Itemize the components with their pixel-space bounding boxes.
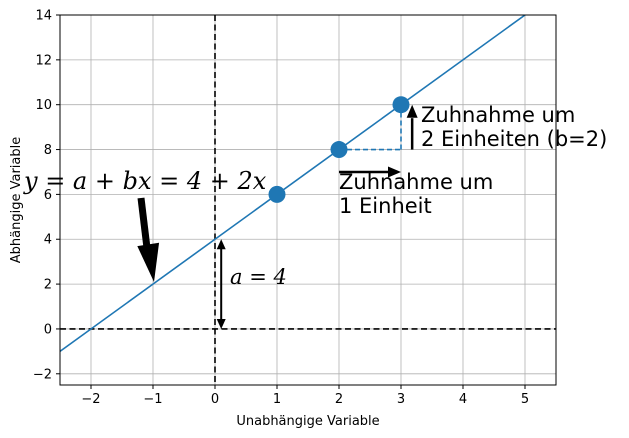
data-point (268, 185, 286, 203)
series-points (268, 96, 410, 203)
increase-y-line2: 2 Einheiten (b=2) (421, 127, 607, 151)
y-tick-label: 6 (44, 188, 52, 203)
y-tick-label: 14 (35, 9, 52, 24)
data-point (392, 96, 410, 114)
series-lines (60, 15, 527, 353)
equation-annotation: y = a + bx = 4 + 2x (23, 167, 267, 195)
y-axis-ticks: −2 0 2 4 6 8 10 12 14 (33, 9, 60, 382)
intercept-annotation: a = 4 (230, 265, 287, 289)
intercept-arrow-head-down (216, 318, 226, 329)
y-tick-label: 12 (35, 53, 52, 68)
x-tick-label: 1 (273, 392, 281, 407)
x-tick-label: 0 (211, 392, 219, 407)
reference-lines (60, 15, 556, 385)
x-axis-label: Unabhängige Variable (236, 414, 379, 429)
rise-arrow-head (406, 104, 418, 118)
x-axis-ticks: −2 −1 0 1 2 3 4 5 (81, 385, 529, 407)
y-tick-label: 10 (35, 98, 52, 113)
increase-y-line1: Zuhnahme um (421, 103, 575, 127)
y-tick-label: 4 (44, 233, 52, 248)
y-axis-label: Abhängige Variable (9, 137, 24, 263)
data-point (330, 141, 348, 159)
y-tick-label: 8 (44, 143, 52, 158)
run-arrow-head (388, 166, 401, 178)
equation-arrow-shaft (137, 197, 151, 249)
x-tick-label: 4 (459, 392, 467, 407)
x-tick-label: 3 (397, 392, 405, 407)
annotation-arrows (137, 104, 418, 329)
x-tick-label: −2 (81, 392, 100, 407)
x-tick-label: 2 (335, 392, 343, 407)
x-tick-label: 5 (521, 392, 529, 407)
equation-arrow-head (137, 242, 160, 282)
plot-frame (59, 14, 557, 386)
y-tick-label: −2 (33, 367, 52, 382)
x-tick-label: −1 (143, 392, 162, 407)
increase-helpers (339, 104, 402, 151)
y-tick-label: 0 (44, 322, 52, 337)
increase-x-line1: Zuhnahme um (339, 170, 493, 194)
regression-line (60, 15, 527, 353)
y-tick-label: 2 (44, 278, 52, 293)
increase-x-line2: 1 Einheit (339, 194, 432, 218)
intercept-arrow-head-up (216, 239, 226, 250)
